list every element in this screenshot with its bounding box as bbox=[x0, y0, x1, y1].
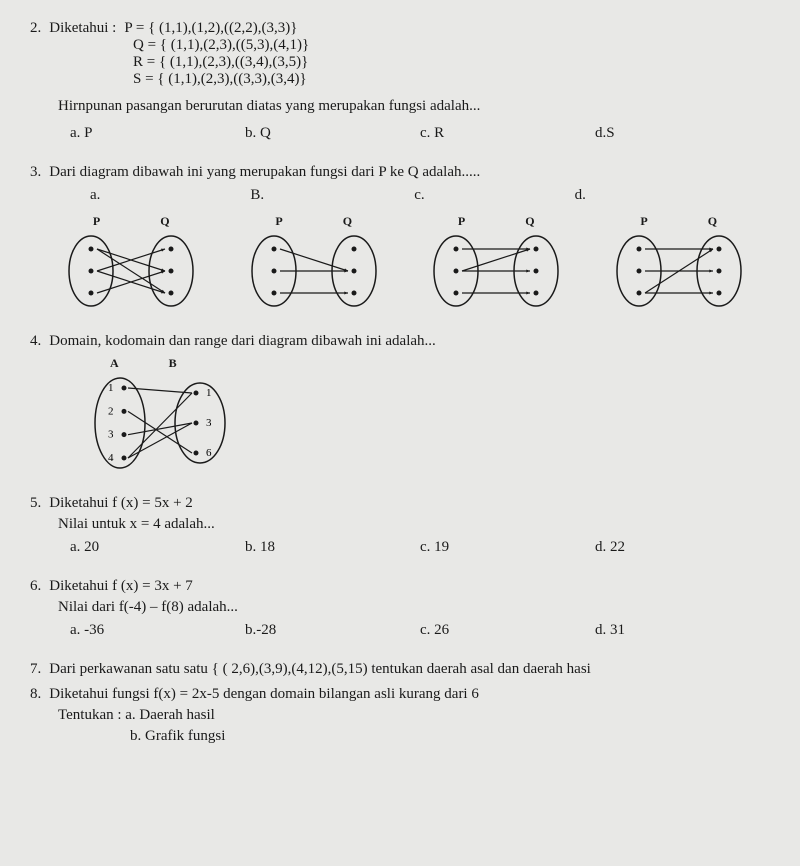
svg-text:1: 1 bbox=[108, 382, 114, 394]
svg-text:4: 4 bbox=[108, 452, 114, 464]
q3-number: 3. bbox=[30, 164, 41, 181]
q3-svg-a bbox=[61, 231, 201, 311]
q3-diagram-c: P Q bbox=[426, 214, 566, 311]
q4-labelB: B bbox=[169, 356, 177, 371]
question-6: 6. Diketahui f (x) = 3x + 7 Nilai dari f… bbox=[30, 578, 770, 639]
q2-setP: P = { (1,1),(1,2),((2,2),(3,3)} bbox=[124, 20, 297, 37]
q3-diagB-labelQ: Q bbox=[343, 214, 352, 229]
q6-opt-d: d. 31 bbox=[595, 622, 770, 639]
q6-options: a. -36 b.-28 c. 26 d. 31 bbox=[70, 622, 770, 639]
q3-opt-b: B. bbox=[250, 187, 264, 204]
q3-diagram-b: P Q bbox=[244, 214, 384, 311]
q6-line2: Nilai dari f(-4) – f(8) adalah... bbox=[58, 599, 770, 616]
q2-setQ: Q = { (1,1),(2,3),((5,3),(4,1)} bbox=[133, 37, 770, 54]
q3-diagC-labelP: P bbox=[458, 214, 465, 229]
q6-opt-a: a. -36 bbox=[70, 622, 245, 639]
q2-options: a. P b. Q c. R d.S bbox=[70, 125, 770, 142]
q4-diagram-wrap: A B 1 2 3 4 1 3 6 bbox=[80, 356, 770, 473]
q3-diagD-labelP: P bbox=[640, 214, 647, 229]
svg-text:6: 6 bbox=[206, 447, 212, 459]
q5-header: 5. Diketahui f (x) = 5x + 2 bbox=[30, 495, 770, 512]
q7-header: 7. Dari perkawanan satu satu { ( 2,6),(3… bbox=[30, 661, 770, 678]
q5-opt-d: d. 22 bbox=[595, 539, 770, 556]
q3-diagram-a: P Q bbox=[61, 214, 201, 311]
q5-number: 5. bbox=[30, 495, 41, 512]
q8-sub2: b. Grafik fungsi bbox=[130, 728, 770, 745]
q3-diagrams: P Q P Q P Q P Q bbox=[40, 214, 770, 311]
q3-diagB-labelP: P bbox=[275, 214, 282, 229]
question-8: 8. Diketahui fungsi f(x) = 2x-5 dengan d… bbox=[30, 686, 770, 745]
question-3: 3. Dari diagram dibawah ini yang merupak… bbox=[30, 164, 770, 311]
q2-header: 2. Diketahui : P = { (1,1),(1,2),((2,2),… bbox=[30, 20, 770, 37]
q4-prompt: Domain, kodomain dan range dari diagram … bbox=[49, 333, 436, 350]
q5-line1: Diketahui f (x) = 5x + 2 bbox=[49, 495, 193, 512]
q5-opt-a: a. 20 bbox=[70, 539, 245, 556]
q2-opt-c: c. R bbox=[420, 125, 595, 142]
q3-diagC-labels: P Q bbox=[458, 214, 535, 229]
q2-opt-a: a. P bbox=[70, 125, 245, 142]
q4-header: 4. Domain, kodomain dan range dari diagr… bbox=[30, 333, 770, 350]
q3-opt-a: a. bbox=[90, 187, 100, 204]
q8-number: 8. bbox=[30, 686, 41, 703]
q3-diagB-labels: P Q bbox=[275, 214, 352, 229]
q5-opt-b: b. 18 bbox=[245, 539, 420, 556]
q3-diagC-labelQ: Q bbox=[525, 214, 534, 229]
q2-number: 2. bbox=[30, 20, 41, 37]
svg-text:3: 3 bbox=[206, 417, 212, 429]
svg-text:3: 3 bbox=[108, 429, 114, 441]
q2-setS: S = { (1,1),(2,3),((3,3),(3,4)} bbox=[133, 71, 770, 88]
question-4: 4. Domain, kodomain dan range dari diagr… bbox=[30, 333, 770, 473]
q3-prompt: Dari diagram dibawah ini yang merupakan … bbox=[49, 164, 480, 181]
q3-diagD-labels: P Q bbox=[640, 214, 717, 229]
q3-diagA-labelQ: Q bbox=[160, 214, 169, 229]
q3-opt-d: d. bbox=[575, 187, 586, 204]
q3-svg-c bbox=[426, 231, 566, 311]
q6-opt-b: b.-28 bbox=[245, 622, 420, 639]
q2-setR: R = { (1,1),(2,3),((3,4),(3,5)} bbox=[133, 54, 770, 71]
q7-text: Dari perkawanan satu satu { ( 2,6),(3,9)… bbox=[49, 661, 591, 678]
q4-number: 4. bbox=[30, 333, 41, 350]
q3-diagram-d: P Q bbox=[609, 214, 749, 311]
q8-sub1: Tentukan : a. Daerah hasil bbox=[58, 707, 770, 724]
q6-header: 6. Diketahui f (x) = 3x + 7 bbox=[30, 578, 770, 595]
q8-header: 8. Diketahui fungsi f(x) = 2x-5 dengan d… bbox=[30, 686, 770, 703]
q7-number: 7. bbox=[30, 661, 41, 678]
q4-labelA: A bbox=[110, 356, 119, 371]
q6-number: 6. bbox=[30, 578, 41, 595]
q6-opt-c: c. 26 bbox=[420, 622, 595, 639]
q2-opt-b: b. Q bbox=[245, 125, 420, 142]
q4-svg: 1 2 3 4 1 3 6 bbox=[80, 373, 250, 473]
question-2: 2. Diketahui : P = { (1,1),(1,2),((2,2),… bbox=[30, 20, 770, 142]
q3-svg-d bbox=[609, 231, 749, 311]
q4-labels: A B bbox=[110, 356, 770, 371]
q2-prompt: Hirnpunan pasangan berurutan diatas yang… bbox=[58, 98, 770, 115]
q5-opt-c: c. 19 bbox=[420, 539, 595, 556]
q3-diagD-labelQ: Q bbox=[708, 214, 717, 229]
q2-opt-d: d.S bbox=[595, 125, 770, 142]
svg-text:1: 1 bbox=[206, 387, 212, 399]
q8-text: Diketahui fungsi f(x) = 2x-5 dengan doma… bbox=[49, 686, 479, 703]
question-5: 5. Diketahui f (x) = 5x + 2 Nilai untuk … bbox=[30, 495, 770, 556]
q6-line1: Diketahui f (x) = 3x + 7 bbox=[49, 578, 193, 595]
svg-text:2: 2 bbox=[108, 405, 114, 417]
q5-options: a. 20 b. 18 c. 19 d. 22 bbox=[70, 539, 770, 556]
q3-opt-c: c. bbox=[414, 187, 424, 204]
q3-diagA-labels: P Q bbox=[93, 214, 170, 229]
q2-label: Diketahui : bbox=[49, 20, 116, 37]
q3-svg-b bbox=[244, 231, 384, 311]
q3-diagA-labelP: P bbox=[93, 214, 100, 229]
q3-header: 3. Dari diagram dibawah ini yang merupak… bbox=[30, 164, 770, 181]
q5-line2: Nilai untuk x = 4 adalah... bbox=[58, 516, 770, 533]
question-7: 7. Dari perkawanan satu satu { ( 2,6),(3… bbox=[30, 661, 770, 678]
q3-option-labels: a. B. c. d. bbox=[90, 187, 770, 204]
